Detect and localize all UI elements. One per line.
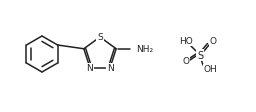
Text: O: O bbox=[183, 57, 189, 66]
Text: S: S bbox=[197, 51, 203, 60]
Text: S: S bbox=[97, 33, 103, 42]
Text: O: O bbox=[209, 37, 217, 46]
Text: N: N bbox=[107, 64, 114, 73]
Text: OH: OH bbox=[204, 65, 218, 74]
Text: N: N bbox=[86, 64, 93, 73]
Text: HO: HO bbox=[179, 37, 193, 46]
Text: NH₂: NH₂ bbox=[136, 44, 153, 53]
